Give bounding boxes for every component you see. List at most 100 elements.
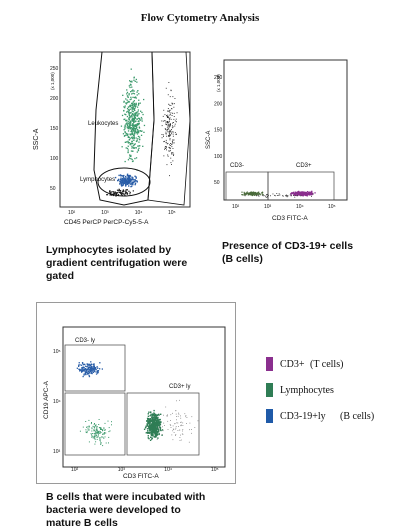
event-dot	[169, 150, 171, 152]
legend-label: Lymphocytes	[280, 385, 334, 396]
event-dot	[287, 195, 289, 196]
event-dot	[154, 427, 156, 429]
x-tick-label: 10³	[101, 210, 109, 216]
event-dot	[133, 115, 135, 118]
event-dot	[308, 191, 310, 193]
event-dot	[157, 421, 159, 423]
event-dot	[95, 371, 97, 373]
event-dot	[128, 127, 131, 129]
event-dot	[143, 131, 145, 133]
event-dot	[86, 368, 88, 370]
event-dot	[258, 192, 260, 194]
event-dot	[169, 126, 171, 127]
event-dot	[132, 107, 134, 110]
event-dot	[129, 121, 131, 124]
event-dot	[126, 147, 129, 150]
event-dot	[132, 120, 134, 122]
event-dot	[182, 433, 184, 435]
event-dot	[118, 190, 120, 192]
event-dot	[133, 179, 135, 181]
event-dot	[152, 420, 154, 423]
event-dot	[124, 128, 126, 130]
event-dot	[169, 147, 171, 149]
event-dot	[124, 179, 127, 181]
event-dot	[124, 105, 126, 107]
event-dot	[258, 195, 260, 197]
event-dot	[167, 420, 169, 422]
event-dot	[128, 93, 130, 95]
event-dot	[127, 96, 129, 98]
legend-swatch	[266, 409, 273, 423]
event-dot	[135, 180, 137, 182]
event-dot	[153, 421, 156, 423]
event-dot	[134, 121, 136, 123]
event-dot	[95, 428, 97, 430]
event-dot	[257, 194, 259, 196]
event-dot	[167, 122, 169, 124]
event-dot	[132, 96, 134, 98]
event-dot	[135, 111, 138, 114]
event-dot	[148, 424, 150, 426]
event-dot	[90, 372, 92, 374]
event-dot	[123, 182, 125, 184]
event-dot	[249, 194, 251, 196]
event-dot	[148, 432, 150, 434]
event-dot	[169, 149, 171, 151]
event-dot	[249, 193, 251, 195]
event-dot	[102, 429, 104, 431]
event-dot	[145, 425, 147, 427]
event-dot	[131, 107, 133, 109]
event-dot	[136, 181, 138, 183]
event-dot	[155, 425, 158, 427]
event-dot	[154, 419, 156, 421]
event-dot	[165, 406, 167, 408]
event-dot	[135, 120, 137, 122]
event-dot	[170, 118, 172, 120]
event-dot	[135, 127, 138, 129]
event-dot	[191, 416, 193, 418]
event-dot	[136, 126, 138, 128]
event-dot	[246, 191, 248, 193]
event-dot	[96, 428, 98, 430]
event-dot	[131, 143, 133, 145]
event-dot	[93, 423, 95, 425]
event-dot	[125, 120, 127, 122]
event-dot	[173, 432, 175, 433]
event-dot	[174, 423, 176, 424]
event-dot	[133, 90, 135, 92]
event-dot	[151, 415, 153, 417]
event-dot	[289, 194, 291, 196]
event-dot	[180, 439, 182, 441]
event-dot	[168, 135, 170, 137]
event-dot	[173, 153, 175, 155]
event-dot	[134, 80, 136, 82]
event-dot	[125, 141, 128, 143]
event-dot	[168, 124, 170, 126]
event-dot	[293, 194, 295, 196]
event-dot	[125, 114, 127, 116]
event-dot	[253, 194, 255, 196]
event-dot	[131, 110, 133, 112]
event-dot	[171, 434, 173, 436]
event-dot	[180, 417, 182, 419]
event-dot	[244, 195, 246, 197]
event-dot	[135, 112, 137, 115]
event-dot	[129, 144, 131, 146]
event-dot	[92, 371, 95, 373]
event-dot	[165, 139, 167, 141]
event-dot	[135, 127, 137, 130]
event-dot	[245, 193, 247, 195]
event-dot	[311, 191, 313, 193]
event-dot	[155, 419, 157, 422]
event-dot	[128, 185, 130, 187]
event-dot	[162, 426, 163, 428]
event-dot	[127, 106, 130, 108]
event-dot	[173, 122, 174, 123]
event-dot	[147, 418, 149, 420]
event-dot	[133, 79, 135, 81]
event-dot	[119, 181, 121, 183]
event-dot	[169, 123, 171, 125]
event-dot	[138, 136, 141, 138]
event-dot	[261, 192, 263, 194]
event-dot	[125, 189, 127, 191]
